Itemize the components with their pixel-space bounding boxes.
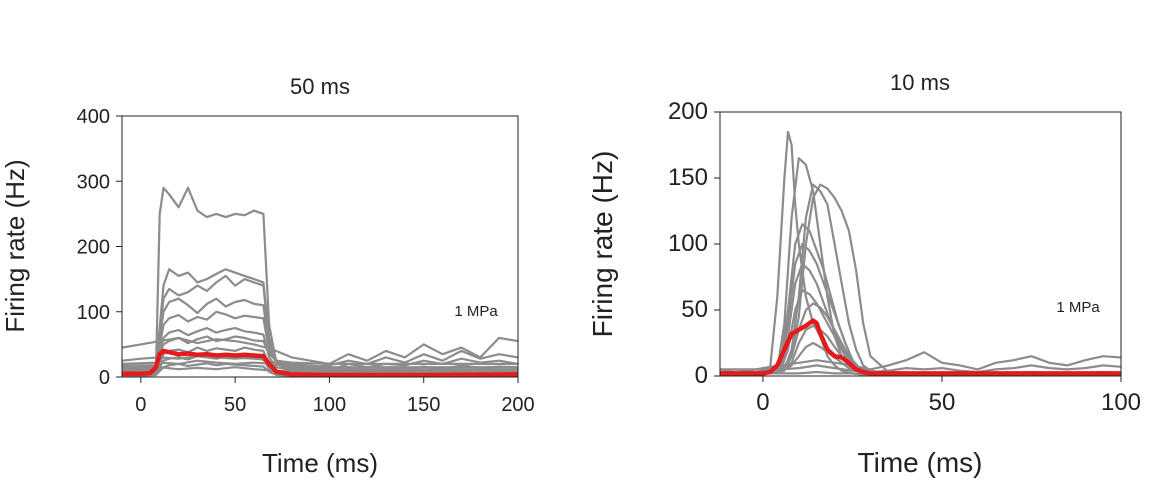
plot-frame <box>719 111 1122 377</box>
chart-title: 10 ms <box>890 70 950 95</box>
x-tick-label: 100 <box>313 394 346 416</box>
neuron-rate-line <box>121 274 518 373</box>
y-tick-label: 200 <box>668 98 708 125</box>
x-tick-label: 150 <box>407 394 440 416</box>
mean-rate-line <box>720 318 1121 376</box>
axis-ticks: 0 50 100 0 50 100 150 200 <box>668 98 1141 416</box>
y-axis-label: Firing rate (Hz) <box>587 151 618 338</box>
axis-ticks: 0 50 100 150 200 0 100 200 300 400 <box>77 106 535 416</box>
neuron-rate-line <box>121 364 519 373</box>
y-tick-label: 50 <box>681 296 708 323</box>
y-tick-label: 400 <box>77 106 110 128</box>
plot-frame <box>121 115 519 378</box>
x-axis-label: Time (ms) <box>262 448 378 478</box>
pressure-annotation: 1 MPa <box>454 303 498 320</box>
neuron-rate-line <box>121 335 518 365</box>
neuron-rate-line <box>719 364 1122 375</box>
y-tick-label: 100 <box>77 302 110 324</box>
y-tick-label: 0 <box>99 367 110 389</box>
neuron-rate-line <box>121 310 518 371</box>
y-tick-label: 200 <box>77 237 110 259</box>
chart-title: 50 ms <box>290 74 350 99</box>
y-tick-label: 300 <box>77 171 110 193</box>
x-tick-label: 50 <box>929 389 956 416</box>
neuron-rate-line <box>121 336 519 365</box>
x-tick-label: 100 <box>1101 389 1141 416</box>
chart-panel-50ms: 50 ms Time (ms) Firing rate (Hz) 1 MPa 0… <box>0 74 535 478</box>
series-lines <box>719 130 1122 376</box>
y-tick-label: 0 <box>695 362 708 389</box>
y-tick-label: 150 <box>668 164 708 191</box>
x-tick-label: 50 <box>224 394 246 416</box>
neuron-rate-line <box>121 186 518 375</box>
x-tick-label: 200 <box>501 394 534 416</box>
x-tick-label: 0 <box>756 389 769 416</box>
y-tick-label: 100 <box>668 230 708 257</box>
neuron-rate-line <box>121 327 518 375</box>
series-lines <box>121 186 519 378</box>
y-axis-label: Firing rate (Hz) <box>0 159 30 332</box>
x-axis-label: Time (ms) <box>858 447 983 478</box>
pressure-annotation: 1 MPa <box>1056 299 1100 316</box>
chart-panel-10ms: 10 ms Time (ms) Firing rate (Hz) 1 MPa 0… <box>587 70 1141 478</box>
mean-rate-line <box>122 348 519 378</box>
neuron-rate-line <box>121 349 519 369</box>
x-tick-label: 0 <box>135 394 146 416</box>
neuron-rate-line <box>720 130 1121 376</box>
